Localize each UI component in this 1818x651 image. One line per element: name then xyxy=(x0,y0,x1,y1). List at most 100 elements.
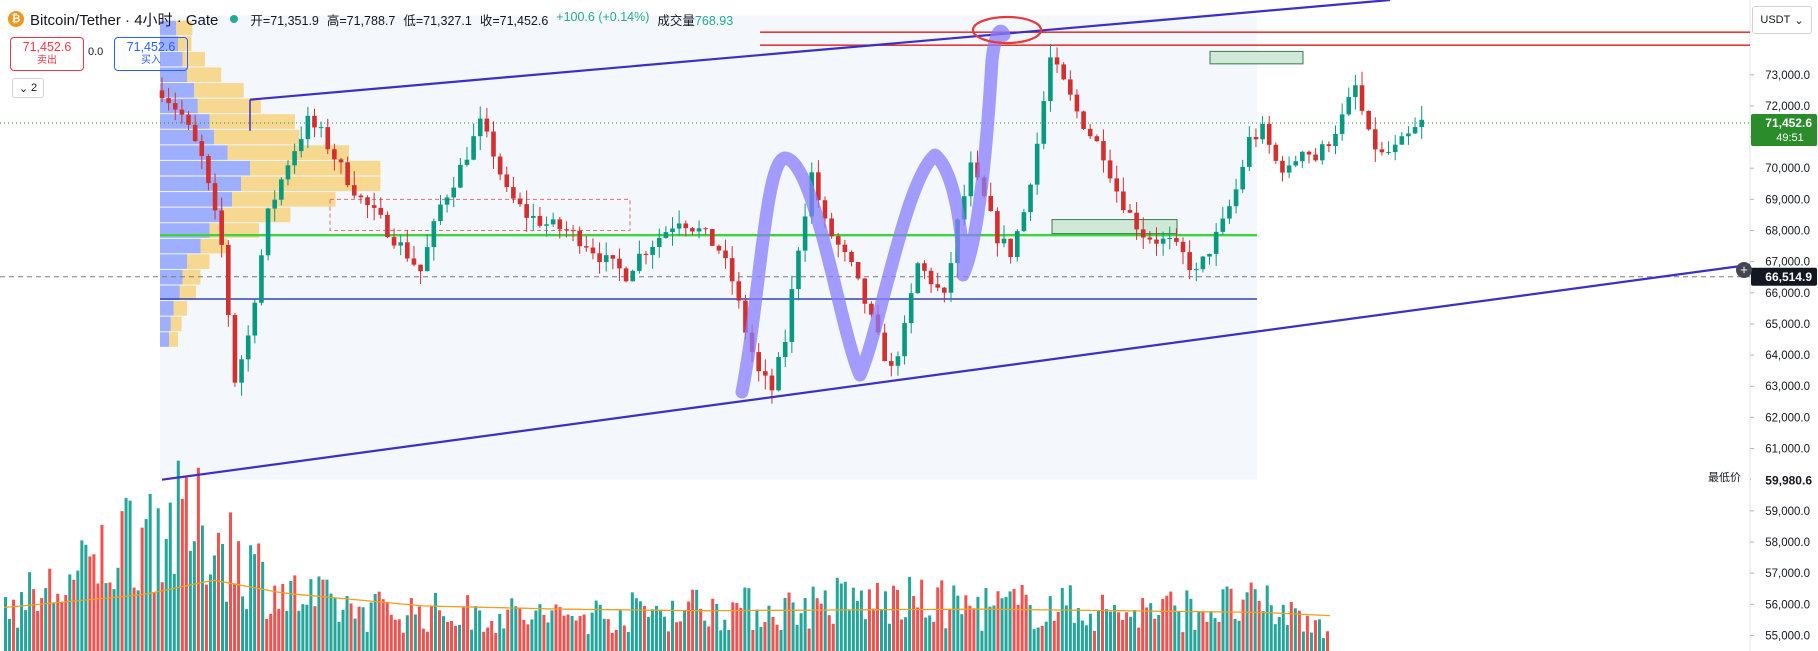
candle xyxy=(915,263,921,294)
indicators-collapse-button[interactable]: ⌄ 2 xyxy=(12,78,44,98)
volume-bar xyxy=(514,606,518,651)
volume-bar xyxy=(799,613,803,651)
candle xyxy=(676,223,682,229)
volume-bar xyxy=(462,606,466,651)
volume-bar xyxy=(823,590,827,651)
price-label-box xyxy=(1751,471,1817,490)
candle xyxy=(192,124,198,142)
volume-bar xyxy=(188,550,192,651)
volume-bar xyxy=(421,628,425,651)
volume-bars xyxy=(3,460,1331,651)
volume-bar xyxy=(285,610,289,651)
candle xyxy=(1167,237,1173,239)
volume-bar xyxy=(976,596,980,651)
volume-bar xyxy=(20,592,24,651)
candle xyxy=(782,341,788,358)
volume-bar xyxy=(156,508,160,651)
candle xyxy=(842,244,848,252)
buy-button[interactable]: 71,452.6 买入 xyxy=(114,37,188,71)
candle xyxy=(186,114,191,125)
volume-bar xyxy=(196,467,200,651)
volume-profile-up xyxy=(160,51,183,67)
price-tick-label: 61,000.0 xyxy=(1765,444,1810,456)
volume-bar xyxy=(36,610,40,651)
volume-bar xyxy=(466,595,470,651)
candle xyxy=(1399,136,1405,145)
candle xyxy=(557,219,563,230)
volume-bar xyxy=(1012,589,1016,651)
volume-bar xyxy=(1181,632,1185,651)
volume-bar xyxy=(1024,594,1028,651)
volume-bar xyxy=(759,626,763,651)
volume-bar xyxy=(916,607,920,651)
volume-bar xyxy=(847,610,851,651)
price-axis[interactable]: 55,000.0 56,000.0 57,000.0 58,000.0 59,000.0… xyxy=(1750,70,1817,643)
currency-selector[interactable]: USDT ⌄ xyxy=(1752,6,1812,34)
volume-bar xyxy=(433,592,437,651)
candle xyxy=(590,247,596,254)
volume-bar xyxy=(863,619,867,651)
volume-bar xyxy=(928,615,932,651)
volume-bar xyxy=(1261,611,1265,651)
volume-bar xyxy=(506,609,510,651)
ohlc-open: 开=71,351.9 xyxy=(250,13,319,28)
candle xyxy=(265,208,271,256)
volume-bar xyxy=(446,621,450,651)
volume-bar xyxy=(1072,622,1076,651)
candle xyxy=(1101,141,1106,161)
sell-price: 71,452.6 xyxy=(22,40,72,54)
volume-profile-down xyxy=(214,129,300,145)
volume-bar xyxy=(249,545,253,651)
market-open-icon xyxy=(230,15,239,23)
volume-bar xyxy=(1205,621,1209,651)
symbol-title[interactable]: Bitcoin/Tether · 4小时 · Gate xyxy=(30,11,219,29)
volume-bar xyxy=(743,587,747,651)
volume-bar xyxy=(1064,605,1068,651)
candle xyxy=(1147,237,1153,240)
candle xyxy=(756,352,761,372)
sell-button[interactable]: 71,452.6 卖出 xyxy=(10,37,84,71)
volume-bar xyxy=(261,561,265,651)
volume-bar xyxy=(365,631,369,651)
candle xyxy=(318,127,324,129)
volume-bar xyxy=(1129,616,1133,651)
candle xyxy=(1392,144,1398,153)
volume-bar xyxy=(245,609,249,651)
candle xyxy=(570,230,576,232)
volume-bar xyxy=(558,607,562,651)
volume-bar xyxy=(1092,630,1096,651)
candle xyxy=(1253,137,1259,140)
volume-ma-line xyxy=(3,579,1331,617)
volume-profile-down xyxy=(187,254,210,269)
volume-bar xyxy=(200,525,204,651)
volume-bar xyxy=(458,624,462,651)
add-alert-icon[interactable]: + xyxy=(1736,262,1752,278)
candle xyxy=(252,302,258,336)
candle xyxy=(385,214,390,238)
volume-bar xyxy=(1293,608,1297,651)
price-tick-label: 67,000.0 xyxy=(1765,257,1810,269)
volume-bar xyxy=(1004,596,1008,651)
volume-bar xyxy=(1269,605,1273,651)
candle xyxy=(1339,114,1345,134)
volume-bar xyxy=(546,622,550,651)
volume-bar xyxy=(1169,591,1173,651)
volume-bar xyxy=(393,619,397,651)
candle xyxy=(1207,253,1212,257)
volume-bar xyxy=(851,587,855,651)
horizontal-levels xyxy=(0,31,1750,300)
candle xyxy=(464,159,470,165)
volume-bar xyxy=(1020,584,1024,651)
candle xyxy=(159,90,165,99)
volume-bar xyxy=(614,629,618,651)
volume-bar xyxy=(767,605,771,651)
volume-bar xyxy=(888,623,892,651)
volume-bar xyxy=(622,625,626,651)
volume-bar xyxy=(542,614,546,651)
volume-bar xyxy=(904,617,908,651)
volume-bar xyxy=(908,576,912,651)
volume-bar xyxy=(892,585,896,651)
volume-bar xyxy=(68,574,72,651)
volume-bar xyxy=(108,582,112,651)
